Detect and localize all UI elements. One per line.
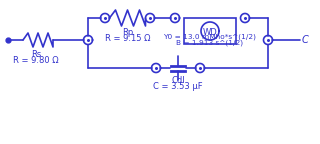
Text: C: C: [302, 35, 309, 45]
Text: Cdl: Cdl: [171, 76, 185, 85]
Text: B = 1.913 s^(1/2): B = 1.913 s^(1/2): [176, 40, 244, 47]
Text: Rp: Rp: [122, 28, 133, 37]
Text: C = 3.53 μF: C = 3.53 μF: [153, 82, 203, 91]
Text: R = 9.80 Ω: R = 9.80 Ω: [13, 56, 59, 65]
Text: Y0 = 13.0 mMho*s^(1/2): Y0 = 13.0 mMho*s^(1/2): [164, 34, 257, 40]
Text: WD: WD: [203, 28, 217, 37]
Text: Rs: Rs: [31, 50, 41, 59]
Bar: [184, 18, 236, 44]
Text: R = 9.15 Ω: R = 9.15 Ω: [105, 34, 150, 43]
